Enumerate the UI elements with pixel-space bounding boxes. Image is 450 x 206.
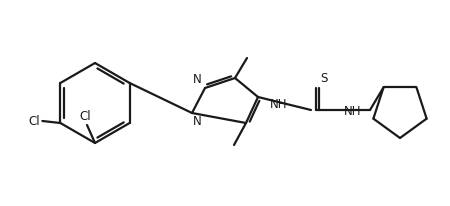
- Text: NH: NH: [344, 104, 362, 117]
- Text: N: N: [193, 115, 202, 128]
- Text: Cl: Cl: [79, 110, 91, 123]
- Text: Cl: Cl: [29, 115, 40, 128]
- Text: N: N: [193, 73, 202, 86]
- Text: S: S: [320, 72, 328, 85]
- Text: NH: NH: [270, 98, 288, 111]
